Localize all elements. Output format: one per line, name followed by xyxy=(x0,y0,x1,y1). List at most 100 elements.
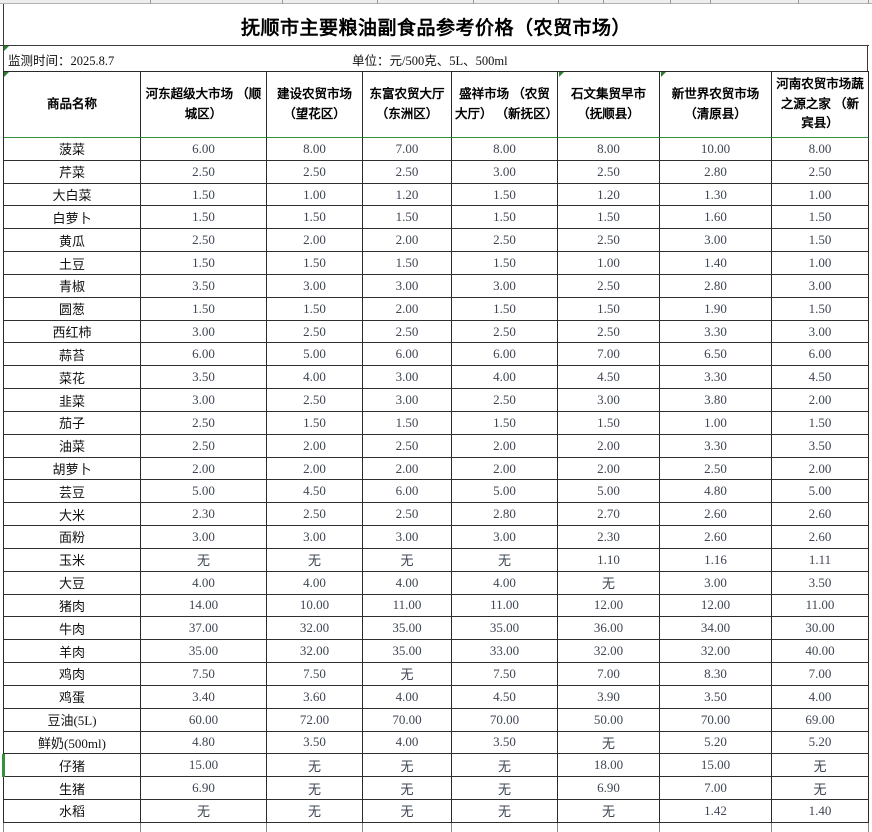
price-cell[interactable]: 4.00 xyxy=(363,731,452,755)
price-cell[interactable]: 2.50 xyxy=(267,389,363,412)
price-cell[interactable]: 无 xyxy=(558,571,660,595)
product-name-cell[interactable]: 韭菜 xyxy=(4,389,141,412)
price-cell[interactable]: 1.00 xyxy=(558,252,660,275)
price-cell[interactable]: 5.20 xyxy=(772,731,869,755)
price-cell[interactable]: 2.50 xyxy=(772,160,869,184)
price-cell[interactable]: 2.30 xyxy=(558,526,660,549)
price-cell[interactable]: 2.50 xyxy=(660,457,772,481)
price-cell[interactable]: 无 xyxy=(452,777,558,801)
price-cell[interactable]: 12.00 xyxy=(558,594,660,618)
price-cell[interactable]: 11.00 xyxy=(772,594,869,618)
price-cell[interactable]: 2.50 xyxy=(363,160,452,184)
product-name-cell[interactable]: 鸡肉 xyxy=(4,663,141,686)
price-cell[interactable]: 1.11 xyxy=(772,548,869,572)
title-cell[interactable]: 抚顺市主要粮油副食品参考价格（农贸市场） xyxy=(0,7,872,45)
product-name-cell[interactable]: 西红柿 xyxy=(4,320,141,344)
price-cell[interactable]: 2.50 xyxy=(267,320,363,344)
column-header-market-5[interactable]: 石文集贸早市 （抚顺县） xyxy=(558,72,660,138)
product-name-cell[interactable]: 蒜苔 xyxy=(4,343,141,367)
price-cell[interactable]: 60.00 xyxy=(141,708,267,732)
price-cell[interactable]: 2.50 xyxy=(363,320,452,344)
price-cell[interactable]: 3.00 xyxy=(363,389,452,412)
price-cell[interactable]: 3.00 xyxy=(452,274,558,298)
product-name-cell[interactable]: 大豆 xyxy=(4,571,141,595)
price-cell[interactable]: 2.50 xyxy=(267,503,363,527)
column-header-market-1[interactable]: 河东超级大市场 （顺城区） xyxy=(141,72,267,138)
price-cell[interactable]: 无 xyxy=(267,754,363,778)
price-cell[interactable]: 2.00 xyxy=(363,457,452,481)
price-cell[interactable]: 4.00 xyxy=(452,571,558,595)
price-cell[interactable]: 1.50 xyxy=(267,411,363,435)
product-name-cell[interactable]: 牛肉 xyxy=(4,617,141,641)
price-cell[interactable]: 2.60 xyxy=(660,526,772,549)
product-name-cell[interactable]: 玉米 xyxy=(4,548,141,572)
price-cell[interactable]: 1.50 xyxy=(558,297,660,321)
price-cell[interactable]: 15.00 xyxy=(141,754,267,778)
product-name-cell[interactable]: 鸡蛋 xyxy=(4,685,141,709)
price-cell[interactable]: 5.00 xyxy=(141,480,267,504)
price-cell[interactable]: 5.20 xyxy=(660,731,772,755)
price-cell[interactable]: 无 xyxy=(363,800,452,823)
unit-label[interactable]: 单位：元/500克、5L、500ml xyxy=(352,54,508,68)
price-cell[interactable]: 2.80 xyxy=(660,160,772,184)
price-cell[interactable]: 5.00 xyxy=(772,480,869,504)
price-cell[interactable]: 40.00 xyxy=(772,640,869,664)
price-cell[interactable]: 33.00 xyxy=(452,640,558,664)
price-cell[interactable]: 1.50 xyxy=(452,297,558,321)
price-cell[interactable]: 32.00 xyxy=(558,640,660,664)
price-cell[interactable]: 1.60 xyxy=(660,206,772,230)
price-cell[interactable]: 1.50 xyxy=(772,411,869,435)
price-cell[interactable]: 1.50 xyxy=(558,206,660,230)
price-cell[interactable]: 11.00 xyxy=(363,594,452,618)
price-cell[interactable]: 35.00 xyxy=(363,640,452,664)
price-cell[interactable]: 2.00 xyxy=(363,229,452,253)
column-header-product[interactable]: 商品名称 xyxy=(4,72,141,138)
product-name-cell[interactable]: 羊肉 xyxy=(4,640,141,664)
price-cell[interactable]: 8.00 xyxy=(267,138,363,161)
price-cell[interactable]: 70.00 xyxy=(452,708,558,732)
product-name-cell[interactable]: 油菜 xyxy=(4,434,141,458)
price-cell[interactable]: 1.50 xyxy=(141,297,267,321)
price-cell[interactable]: 3.50 xyxy=(772,571,869,595)
price-cell[interactable]: 2.50 xyxy=(363,434,452,458)
price-cell[interactable]: 1.00 xyxy=(772,183,869,207)
column-header-market-3[interactable]: 东富农贸大厅 （东洲区） xyxy=(363,72,452,138)
price-cell[interactable]: 3.50 xyxy=(141,366,267,390)
product-name-cell[interactable]: 菜花 xyxy=(4,366,141,390)
price-cell[interactable]: 3.50 xyxy=(452,731,558,755)
price-cell[interactable]: 8.30 xyxy=(660,663,772,686)
price-cell[interactable]: 2.60 xyxy=(660,503,772,527)
price-cell[interactable]: 3.50 xyxy=(267,731,363,755)
price-cell[interactable]: 无 xyxy=(452,754,558,778)
price-cell[interactable]: 无 xyxy=(363,663,452,686)
price-cell[interactable]: 2.60 xyxy=(772,503,869,527)
price-cell[interactable]: 3.00 xyxy=(558,389,660,412)
price-cell[interactable]: 15.00 xyxy=(660,754,772,778)
column-header-market-6[interactable]: 新世界农贸市场 （清原县） xyxy=(660,72,772,138)
price-cell[interactable]: 3.00 xyxy=(267,274,363,298)
product-name-cell[interactable]: 茄子 xyxy=(4,411,141,435)
price-cell[interactable]: 69.00 xyxy=(772,708,869,732)
price-cell[interactable]: 4.00 xyxy=(267,366,363,390)
price-cell[interactable]: 2.50 xyxy=(141,229,267,253)
price-cell[interactable]: 8.00 xyxy=(452,138,558,161)
price-cell[interactable]: 3.00 xyxy=(141,526,267,549)
price-cell[interactable]: 1.50 xyxy=(141,183,267,207)
price-cell[interactable]: 32.00 xyxy=(267,640,363,664)
price-cell[interactable]: 2.60 xyxy=(772,526,869,549)
price-cell[interactable]: 无 xyxy=(558,731,660,755)
price-cell[interactable]: 3.00 xyxy=(363,526,452,549)
price-cell[interactable]: 2.00 xyxy=(363,297,452,321)
price-cell[interactable]: 6.00 xyxy=(141,138,267,161)
price-cell[interactable]: 1.50 xyxy=(558,411,660,435)
price-cell[interactable]: 1.40 xyxy=(772,800,869,823)
price-cell[interactable]: 2.70 xyxy=(558,503,660,527)
price-cell[interactable]: 1.20 xyxy=(363,183,452,207)
price-cell[interactable]: 1.50 xyxy=(772,297,869,321)
price-cell[interactable]: 4.50 xyxy=(452,685,558,709)
price-cell[interactable]: 1.00 xyxy=(267,183,363,207)
price-cell[interactable]: 3.60 xyxy=(267,685,363,709)
price-cell[interactable]: 无 xyxy=(772,777,869,801)
price-cell[interactable]: 7.00 xyxy=(363,138,452,161)
price-cell[interactable]: 无 xyxy=(141,548,267,572)
